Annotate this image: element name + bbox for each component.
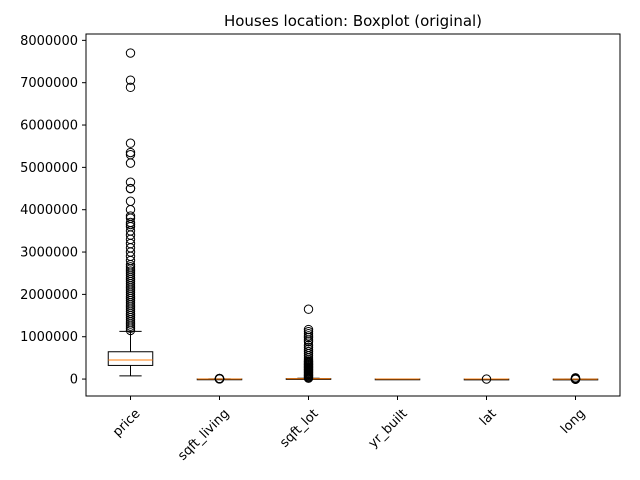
outlier-point <box>125 262 136 272</box>
outlier-point <box>570 373 581 383</box>
outlier-point <box>125 177 136 187</box>
y-tick-label: 4000000 <box>20 203 78 218</box>
x-tick-label-yr-built: yr_built <box>366 406 411 451</box>
outlier-point <box>125 138 136 148</box>
outlier-point <box>303 344 314 355</box>
y-tick-label: 8000000 <box>20 34 78 49</box>
x-axis: price sqft_living sqft_lot yr_built lat long <box>110 396 589 464</box>
outlier-point <box>481 374 492 384</box>
outlier-point <box>125 149 136 160</box>
outlier-point <box>303 326 314 337</box>
box-lat <box>463 374 510 384</box>
x-tick-label-sqft-living: sqft_living <box>175 406 232 463</box>
box-iqr <box>107 351 154 366</box>
outlier-point <box>125 82 136 93</box>
chart-title: Houses location: Boxplot (original) <box>224 12 482 30</box>
y-tick-label: 3000000 <box>20 246 78 261</box>
y-tick-label: 1000000 <box>20 330 78 345</box>
outlier-point <box>125 217 136 228</box>
outlier-point <box>303 340 314 350</box>
outlier-point <box>303 304 314 314</box>
outlier-point <box>303 346 314 357</box>
outlier-point <box>125 147 136 158</box>
y-tick-label: 6000000 <box>20 119 78 134</box>
outlier-point <box>125 48 136 58</box>
x-tick-label-sqft-lot: sqft_lot <box>277 406 321 450</box>
plot-area-frame <box>85 33 621 397</box>
y-tick-label: 0 <box>70 373 78 388</box>
outlier-point <box>125 205 136 215</box>
box-long <box>552 373 599 384</box>
outlier-point <box>125 196 136 206</box>
box-sqft-lot <box>285 304 332 383</box>
outlier-point <box>303 342 314 353</box>
outlier-point <box>125 183 136 194</box>
y-tick-label: 7000000 <box>20 76 78 91</box>
outlier-point <box>125 266 136 276</box>
x-tick-label-lat: lat <box>477 406 499 428</box>
outlier-point <box>125 75 136 85</box>
outlier-point <box>125 211 136 221</box>
x-tick-label-price: price <box>110 406 143 439</box>
box-price <box>107 48 154 377</box>
outlier-point <box>214 373 225 384</box>
x-tick-label-long: long <box>558 406 588 436</box>
outlier-point <box>303 331 314 341</box>
outlier-point <box>125 158 136 168</box>
box-yr-built <box>374 378 421 381</box>
box-series <box>107 48 599 384</box>
box-sqft-living <box>196 373 243 384</box>
y-axis: 0 1000000 2000000 3000000 4000000 5000000 6000… <box>20 34 86 388</box>
outlier-point <box>303 329 314 339</box>
y-tick-label: 2000000 <box>20 288 78 303</box>
outlier-point <box>303 324 314 335</box>
y-tick-label: 5000000 <box>20 161 78 176</box>
